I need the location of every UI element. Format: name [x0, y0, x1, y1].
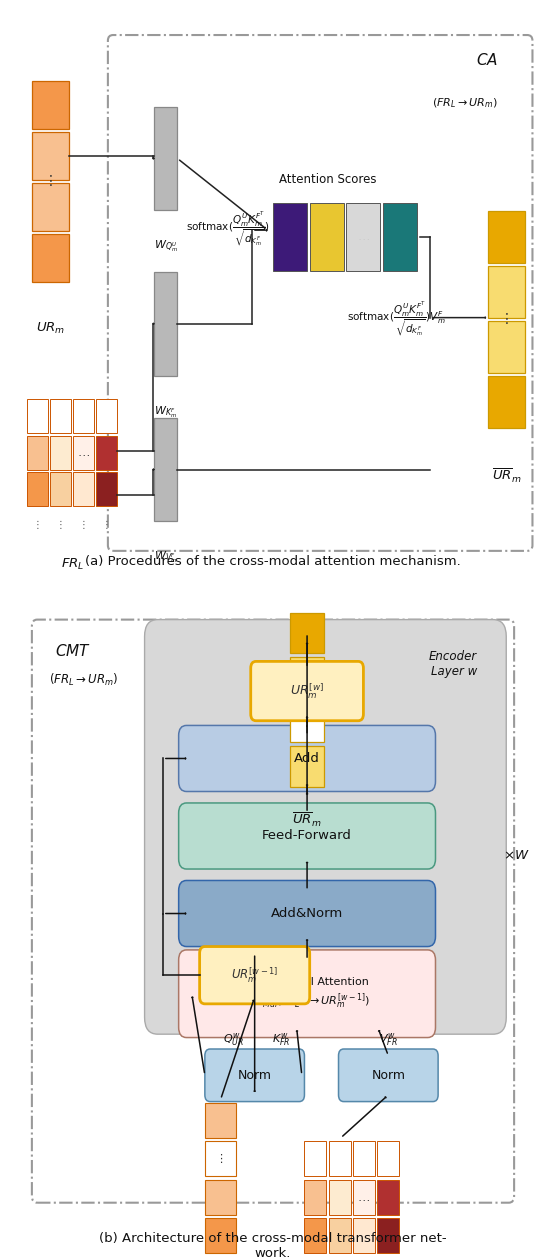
- Text: $\mathrm{softmax}(\dfrac{Q_m^U K_m^{F^T}}{\sqrt{d_{K_m^F}}})V_m^F$: $\mathrm{softmax}(\dfrac{Q_m^U K_m^{F^T}…: [347, 300, 446, 338]
- FancyBboxPatch shape: [179, 726, 436, 791]
- Bar: [273, 203, 307, 271]
- FancyBboxPatch shape: [339, 1050, 438, 1101]
- Text: Add&Norm: Add&Norm: [271, 907, 343, 920]
- FancyBboxPatch shape: [179, 881, 436, 946]
- Bar: [32, 234, 69, 282]
- Bar: [488, 266, 525, 318]
- Bar: [205, 1142, 236, 1177]
- Bar: [305, 1142, 327, 1177]
- Text: …: …: [357, 231, 370, 243]
- Text: ⋮: ⋮: [215, 1154, 226, 1164]
- Text: ⋮: ⋮: [300, 716, 314, 730]
- Bar: [96, 472, 117, 507]
- Text: Cross-Modal Attention
$CM_{Mul}^{[w]}(FR_L^{[0]}\rightarrow UR_m^{[w-1]})$: Cross-Modal Attention $CM_{Mul}^{[w]}(FR…: [245, 976, 370, 1011]
- Text: Norm: Norm: [238, 1068, 272, 1082]
- Text: $\times W$: $\times W$: [503, 849, 530, 862]
- Bar: [73, 472, 94, 507]
- Bar: [154, 272, 177, 375]
- Text: ⋮: ⋮: [55, 520, 65, 530]
- Text: (a) Procedures of the cross-modal attention mechanism.: (a) Procedures of the cross-modal attent…: [85, 554, 461, 568]
- Bar: [73, 436, 94, 470]
- Bar: [205, 1102, 236, 1138]
- Text: $\mathrm{softmax}(\dfrac{Q_m^U K_m^{F^T}}{\sqrt{d_{K_m^F}}})$: $\mathrm{softmax}(\dfrac{Q_m^U K_m^{F^T}…: [186, 210, 270, 248]
- Text: (b) Architecture of the cross-modal transformer net-
work.: (b) Architecture of the cross-modal tran…: [99, 1232, 447, 1260]
- Text: ⋮: ⋮: [102, 520, 111, 530]
- Bar: [353, 1218, 375, 1254]
- Text: $\overline{UR}_m$: $\overline{UR}_m$: [491, 466, 521, 485]
- Bar: [353, 1142, 375, 1177]
- FancyBboxPatch shape: [145, 620, 506, 1034]
- FancyBboxPatch shape: [179, 950, 436, 1037]
- Text: ⋮: ⋮: [32, 520, 42, 530]
- Bar: [50, 472, 70, 507]
- Bar: [377, 1142, 399, 1177]
- Text: $CA$: $CA$: [476, 52, 498, 68]
- Text: …: …: [77, 446, 90, 459]
- Bar: [154, 107, 177, 210]
- Text: $W_{V_m^F}$: $W_{V_m^F}$: [154, 549, 177, 566]
- Text: Add: Add: [294, 752, 320, 765]
- Text: $UR_m$: $UR_m$: [35, 321, 65, 336]
- Text: ⋮: ⋮: [499, 312, 513, 326]
- Bar: [290, 702, 324, 742]
- Bar: [305, 1218, 327, 1254]
- Bar: [205, 1179, 236, 1215]
- Bar: [377, 1179, 399, 1215]
- Bar: [310, 203, 344, 271]
- Bar: [27, 472, 48, 507]
- Bar: [488, 212, 525, 262]
- Bar: [346, 203, 381, 271]
- FancyBboxPatch shape: [251, 662, 364, 721]
- Bar: [329, 1179, 351, 1215]
- Bar: [27, 399, 48, 433]
- Text: $CMT$: $CMT$: [56, 643, 92, 659]
- Bar: [290, 658, 324, 698]
- Text: $\overline{UR}_m$: $\overline{UR}_m$: [292, 811, 322, 829]
- Bar: [96, 436, 117, 470]
- Bar: [205, 1218, 236, 1254]
- Bar: [32, 132, 69, 180]
- Bar: [96, 399, 117, 433]
- Text: $UR_m^{[w-1]}$: $UR_m^{[w-1]}$: [231, 965, 278, 985]
- Text: $UR_m^{[w]}$: $UR_m^{[w]}$: [290, 682, 324, 701]
- Text: Feed-Forward: Feed-Forward: [262, 829, 352, 843]
- Bar: [290, 746, 324, 786]
- FancyBboxPatch shape: [200, 946, 310, 1004]
- Text: Norm: Norm: [371, 1068, 405, 1082]
- Text: …: …: [358, 1191, 370, 1203]
- Text: $W_{Q_m^U}$: $W_{Q_m^U}$: [153, 238, 177, 255]
- Bar: [329, 1218, 351, 1254]
- Bar: [290, 612, 324, 654]
- Text: ⋮: ⋮: [79, 520, 88, 530]
- Bar: [32, 183, 69, 231]
- Text: $(FR_L \rightarrow UR_m)$: $(FR_L \rightarrow UR_m)$: [49, 672, 118, 688]
- Text: ⋮: ⋮: [43, 174, 57, 189]
- Text: $(FR_L \rightarrow UR_m)$: $(FR_L \rightarrow UR_m)$: [432, 97, 498, 111]
- FancyBboxPatch shape: [205, 1050, 305, 1101]
- Bar: [353, 1179, 375, 1215]
- Bar: [50, 399, 70, 433]
- FancyBboxPatch shape: [179, 803, 436, 869]
- Bar: [27, 436, 48, 470]
- Bar: [73, 399, 94, 433]
- Bar: [488, 321, 525, 373]
- Bar: [32, 81, 69, 129]
- Bar: [154, 418, 177, 522]
- Text: Attention Scores: Attention Scores: [280, 174, 377, 186]
- Bar: [383, 203, 417, 271]
- Bar: [305, 1179, 327, 1215]
- Text: $W_{K_m^F}$: $W_{K_m^F}$: [154, 403, 177, 420]
- Text: $Q_{UR}^w$: $Q_{UR}^w$: [223, 1031, 244, 1047]
- Bar: [377, 1218, 399, 1254]
- Bar: [329, 1142, 351, 1177]
- Bar: [488, 375, 525, 427]
- Text: $FR_L$: $FR_L$: [61, 557, 85, 572]
- Bar: [50, 436, 70, 470]
- Text: $V_{FR}^w$: $V_{FR}^w$: [379, 1031, 397, 1047]
- Text: Encoder
Layer w: Encoder Layer w: [429, 650, 477, 678]
- Text: $K_{FR}^w$: $K_{FR}^w$: [272, 1031, 290, 1047]
